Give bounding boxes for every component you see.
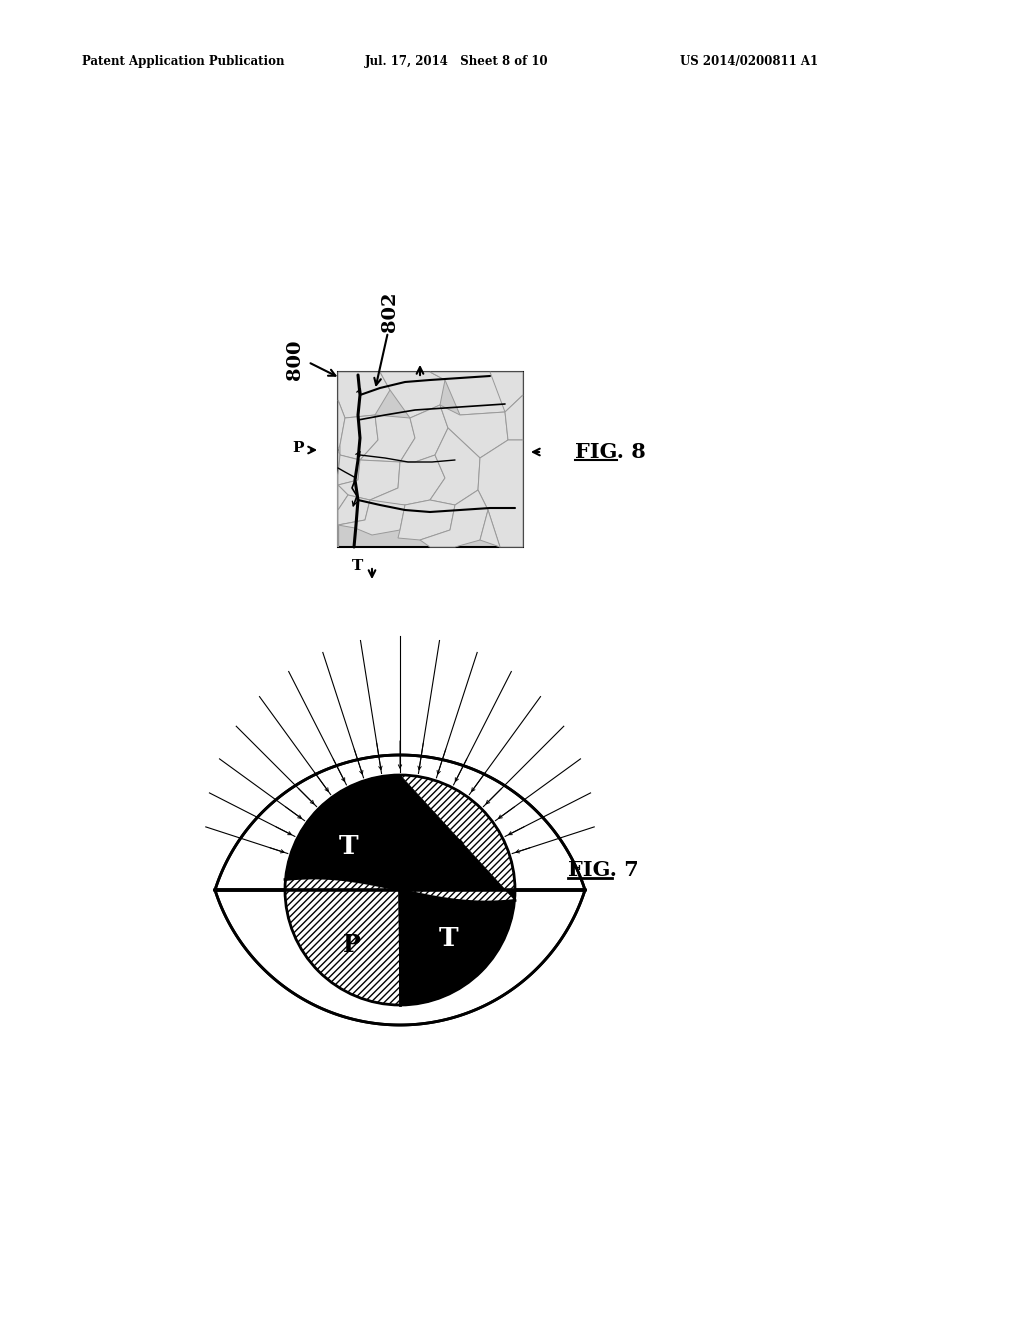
Polygon shape	[338, 400, 345, 450]
Polygon shape	[400, 775, 515, 902]
Polygon shape	[480, 510, 500, 546]
Polygon shape	[490, 372, 523, 412]
Polygon shape	[430, 372, 510, 414]
Text: Jul. 17, 2014   Sheet 8 of 10: Jul. 17, 2014 Sheet 8 of 10	[365, 55, 549, 69]
Polygon shape	[338, 450, 340, 546]
Polygon shape	[338, 455, 360, 484]
Polygon shape	[285, 878, 400, 1005]
Text: FIG. 8: FIG. 8	[575, 442, 646, 462]
Polygon shape	[338, 484, 348, 510]
Circle shape	[285, 775, 515, 1005]
Polygon shape	[338, 372, 390, 418]
Text: 802: 802	[381, 292, 399, 333]
Text: 800: 800	[286, 339, 304, 380]
Text: P: P	[343, 933, 360, 957]
Polygon shape	[380, 372, 445, 418]
Polygon shape	[505, 395, 523, 440]
Text: Patent Application Publication: Patent Application Publication	[82, 55, 285, 69]
Bar	[338, 372, 523, 546]
Text: T: T	[352, 558, 364, 573]
Text: FIG. 7: FIG. 7	[568, 861, 639, 880]
Text: US 2014/0200811 A1: US 2014/0200811 A1	[680, 55, 818, 69]
Polygon shape	[370, 455, 445, 506]
Polygon shape	[338, 459, 400, 500]
Text: P: P	[446, 838, 464, 862]
Polygon shape	[478, 440, 523, 546]
Polygon shape	[340, 414, 378, 459]
Polygon shape	[400, 405, 449, 462]
Polygon shape	[338, 500, 406, 535]
Text: T: T	[339, 834, 358, 859]
Polygon shape	[360, 414, 415, 462]
Polygon shape	[215, 755, 585, 1026]
Polygon shape	[440, 405, 508, 458]
Polygon shape	[398, 500, 455, 540]
Polygon shape	[420, 490, 488, 546]
Polygon shape	[338, 495, 370, 525]
Text: P: P	[292, 441, 304, 455]
Text: T: T	[438, 925, 458, 950]
Polygon shape	[430, 428, 480, 506]
